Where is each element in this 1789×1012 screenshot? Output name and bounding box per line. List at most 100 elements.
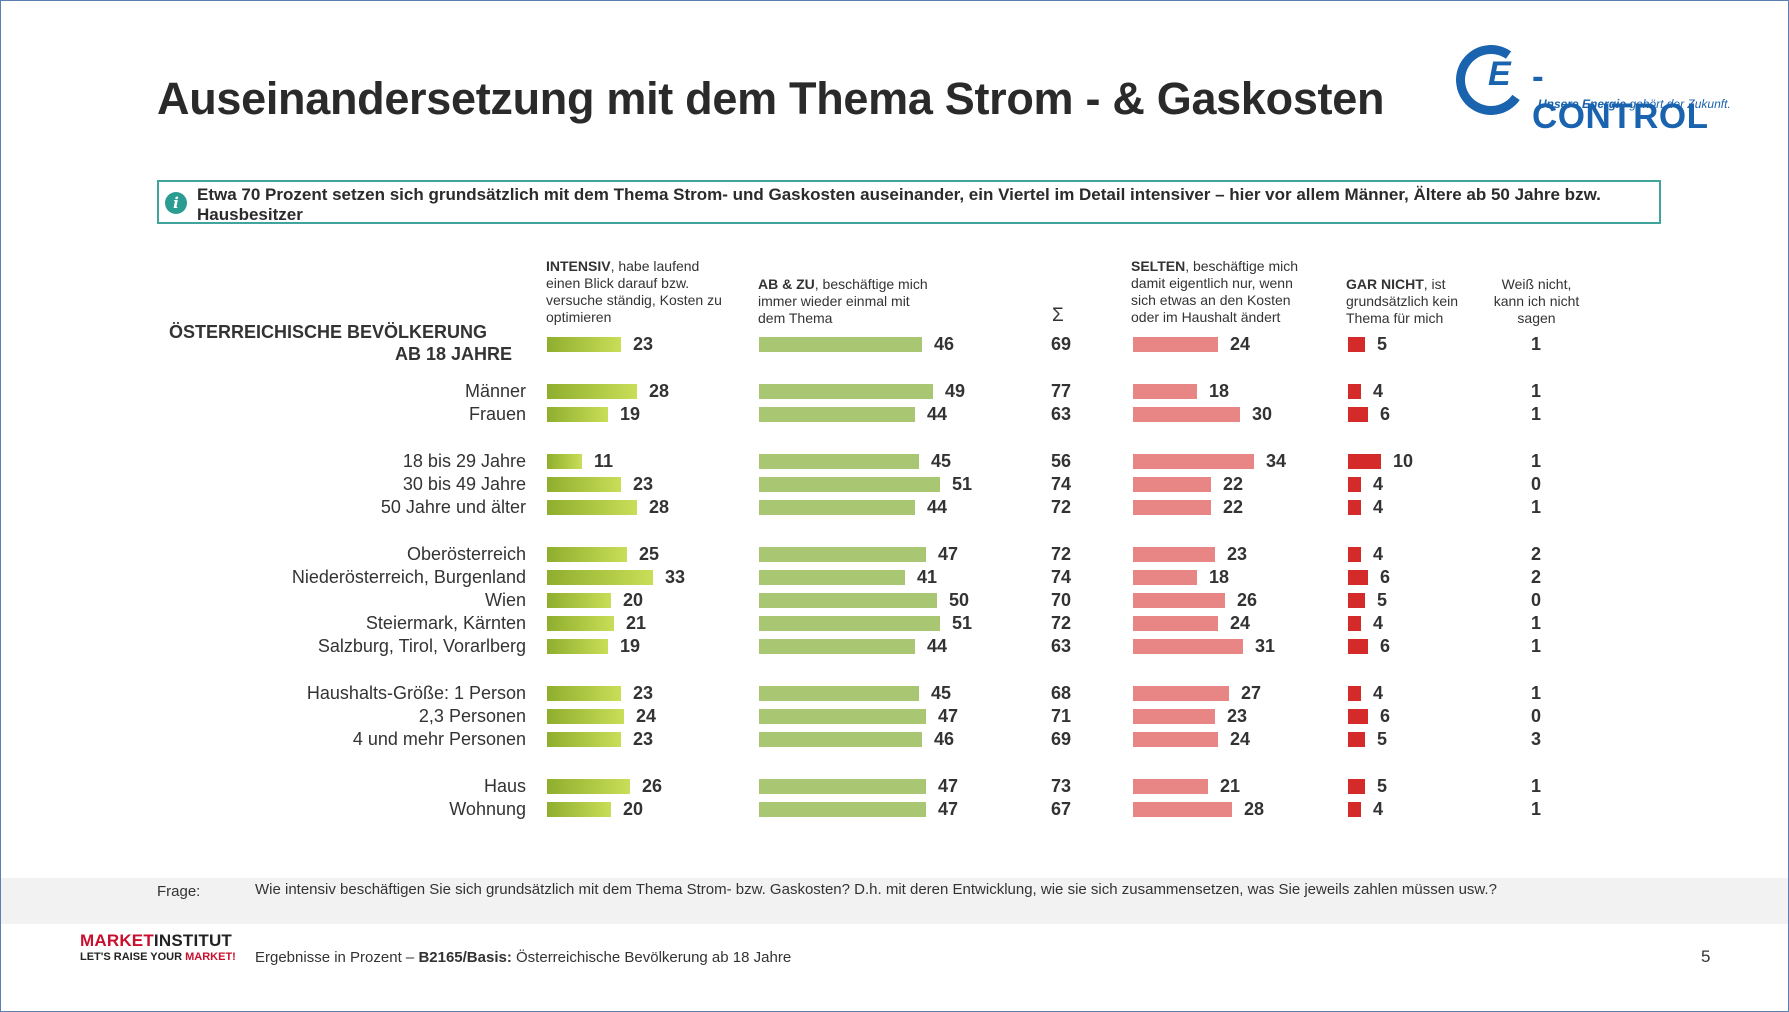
value-sum: 72 (1050, 544, 1072, 564)
footer-text: Ergebnisse in Prozent – B2165/Basis: Öst… (255, 949, 792, 966)
row-label: Wien (484, 590, 526, 610)
value-garnicht: 10 (1393, 451, 1414, 471)
bar-abzu (759, 407, 915, 422)
header-sum: Σ (1052, 305, 1064, 326)
bar-abzu (759, 337, 922, 352)
bar-abzu (759, 547, 926, 562)
bar-abzu (759, 779, 926, 794)
value-garnicht: 6 (1380, 636, 1391, 656)
bar-intensiv (547, 337, 621, 352)
value-selten: 18 (1209, 567, 1230, 587)
value-sum: 70 (1050, 590, 1072, 610)
bar-garnicht (1348, 593, 1365, 608)
value-weiss-nicht: 1 (1530, 613, 1541, 633)
value-garnicht: 5 (1377, 334, 1388, 354)
bar-intensiv (547, 802, 611, 817)
header-intensiv: INTENSIV, habe laufend einen Blick darau… (546, 258, 722, 325)
bar-selten (1133, 639, 1243, 654)
bar-selten (1133, 686, 1229, 701)
value-abzu: 44 (927, 636, 948, 656)
population-label: ÖSTERREICHISCHE BEVÖLKERUNG AB 18 JAHRE (169, 322, 513, 364)
bar-selten (1133, 500, 1211, 515)
e-control-logo: E -CONTROL Unsere Energie gehört der Zuk… (1450, 39, 1731, 136)
value-weiss-nicht: 1 (1530, 404, 1541, 424)
value-garnicht: 5 (1377, 776, 1388, 796)
value-intensiv: 19 (620, 636, 641, 656)
value-intensiv: 23 (633, 474, 654, 494)
bar-garnicht (1348, 384, 1361, 399)
logo-tagline: Unsere Energie gehört der Zukunft. (1538, 97, 1731, 111)
value-intensiv: 26 (642, 776, 663, 796)
value-selten: 28 (1244, 799, 1265, 819)
bar-garnicht (1348, 407, 1368, 422)
bar-selten (1133, 384, 1197, 399)
value-weiss-nicht: 2 (1530, 567, 1541, 587)
bar-abzu (759, 732, 922, 747)
value-garnicht: 4 (1373, 544, 1384, 564)
row-label: Männer (464, 381, 526, 401)
bar-garnicht (1348, 547, 1361, 562)
bar-garnicht (1348, 616, 1361, 631)
bar-intensiv (547, 454, 582, 469)
value-selten: 31 (1255, 636, 1276, 656)
value-weiss-nicht: 0 (1530, 706, 1541, 726)
bar-intensiv (547, 570, 653, 585)
bar-intensiv (547, 686, 621, 701)
value-abzu: 44 (927, 497, 948, 517)
bar-garnicht (1348, 500, 1361, 515)
value-selten: 22 (1223, 497, 1244, 517)
value-sum: 67 (1050, 799, 1072, 819)
value-sum: 77 (1050, 381, 1072, 401)
bar-abzu (759, 500, 915, 515)
value-intensiv: 28 (649, 381, 670, 401)
value-weiss-nicht: 3 (1530, 729, 1541, 749)
bar-selten (1133, 477, 1211, 492)
bar-garnicht (1348, 639, 1368, 654)
row-label: Frauen (468, 404, 526, 424)
bar-garnicht (1348, 686, 1361, 701)
value-abzu: 47 (938, 706, 959, 726)
value-garnicht: 4 (1373, 613, 1384, 633)
question-label: Frage: (157, 883, 201, 900)
logo-mark: E (1488, 55, 1511, 93)
value-intensiv: 23 (633, 683, 654, 703)
value-weiss-nicht: 0 (1530, 590, 1541, 610)
value-intensiv: 19 (620, 404, 641, 424)
row-label: 30 bis 49 Jahre (402, 474, 526, 494)
value-garnicht: 4 (1373, 683, 1384, 703)
bar-selten (1133, 616, 1218, 631)
value-weiss-nicht: 1 (1530, 636, 1541, 656)
value-weiss-nicht: 1 (1530, 683, 1541, 703)
bar-garnicht (1348, 779, 1365, 794)
value-abzu: 51 (952, 613, 973, 633)
bar-intensiv (547, 639, 608, 654)
value-abzu: 47 (938, 776, 959, 796)
value-selten: 34 (1266, 451, 1287, 471)
value-selten: 22 (1223, 474, 1244, 494)
page-title: Auseinandersetzung mit dem Thema Strom -… (157, 73, 1385, 124)
bar-selten (1133, 407, 1240, 422)
row-label: 50 Jahre und älter (380, 497, 526, 517)
value-garnicht: 5 (1377, 590, 1388, 610)
bar-intensiv (547, 593, 611, 608)
header-ab-zu: AB & ZU, beschäftige mich immer wieder e… (758, 276, 928, 326)
bar-selten (1133, 709, 1215, 724)
bar-garnicht (1348, 732, 1365, 747)
value-weiss-nicht: 1 (1530, 451, 1541, 471)
header-gar-nicht: GAR NICHT, ist grundsätzlich kein Thema … (1346, 276, 1459, 326)
row-label: 2,3 Personen (418, 706, 526, 726)
value-sum: 71 (1050, 706, 1072, 726)
value-abzu: 49 (945, 381, 966, 401)
value-sum: 74 (1050, 567, 1072, 587)
bar-selten (1133, 570, 1197, 585)
bar-intensiv (547, 732, 621, 747)
value-sum: 63 (1050, 636, 1072, 656)
value-garnicht: 6 (1380, 567, 1391, 587)
question-text: Wie intensiv beschäftigen Sie sich grund… (255, 881, 1497, 898)
bar-garnicht (1348, 570, 1368, 585)
value-weiss-nicht: 1 (1530, 381, 1541, 401)
row-label: 18 bis 29 Jahre (402, 451, 526, 471)
row-label: Haushalts-Größe: 1 Person (306, 683, 526, 703)
bar-intensiv (547, 779, 630, 794)
